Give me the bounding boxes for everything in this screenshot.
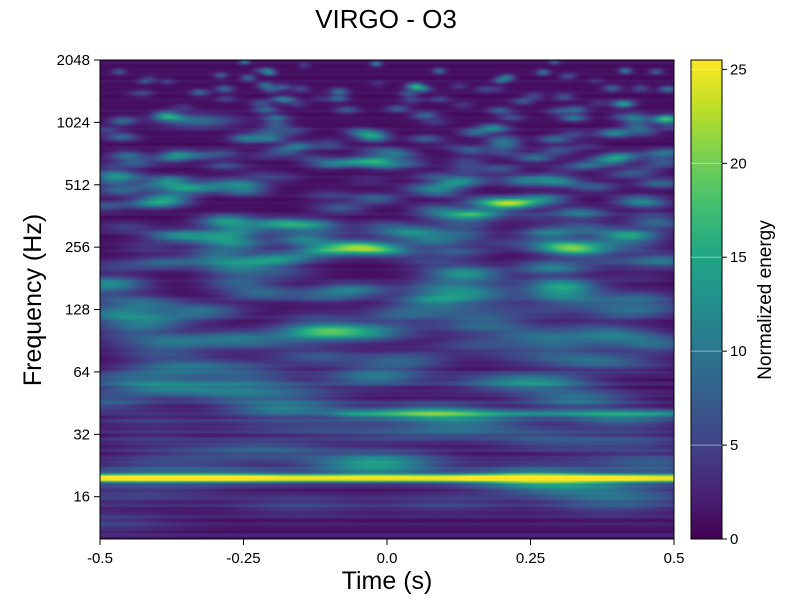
y-tick-label: 128 bbox=[65, 302, 90, 319]
colorbar-tick-label: 10 bbox=[730, 343, 747, 360]
colorbar-gradient bbox=[690, 59, 723, 540]
colorbar-tick-label: 5 bbox=[730, 437, 738, 454]
spectrogram-heatmap bbox=[100, 60, 674, 539]
x-tick-label: 0.0 bbox=[377, 550, 398, 567]
colorbar-ticks: 0 5 10 15 20 25 bbox=[691, 61, 747, 548]
colorbar-tick-label: 20 bbox=[730, 155, 747, 172]
y-tick-label: 64 bbox=[73, 364, 90, 381]
colorbar-tick-label: 25 bbox=[730, 61, 747, 78]
y-tick-label: 1024 bbox=[57, 114, 90, 131]
y-tick-label: 16 bbox=[73, 489, 90, 506]
y-tick-label: 2048 bbox=[57, 52, 90, 69]
x-tick-label: -0.25 bbox=[226, 550, 260, 567]
y-axis-label: Frequency (Hz) bbox=[19, 214, 47, 386]
x-tick-label: 0.5 bbox=[664, 550, 685, 567]
y-tick-label: 256 bbox=[65, 239, 90, 256]
x-tick-label: 0.25 bbox=[516, 550, 545, 567]
y-tick-label: 32 bbox=[73, 426, 90, 443]
y-tick-label: 512 bbox=[65, 177, 90, 194]
colorbar: 0 5 10 15 20 25 Normalized energy bbox=[690, 59, 776, 548]
x-tick-label: -0.5 bbox=[87, 550, 113, 567]
y-axis-ticks: 16 32 64 128 256 512 1024 2048 bbox=[57, 52, 100, 506]
plot-area bbox=[99, 59, 675, 540]
colorbar-label: Normalized energy bbox=[755, 220, 776, 380]
chart-title: VIRGO - O3 bbox=[315, 4, 457, 34]
x-axis-label: Time (s) bbox=[342, 567, 433, 595]
x-axis-ticks: -0.5 -0.25 0.0 0.25 0.5 bbox=[87, 539, 684, 567]
colorbar-tick-label: 15 bbox=[730, 249, 747, 266]
colorbar-tick-label: 0 bbox=[730, 531, 738, 548]
